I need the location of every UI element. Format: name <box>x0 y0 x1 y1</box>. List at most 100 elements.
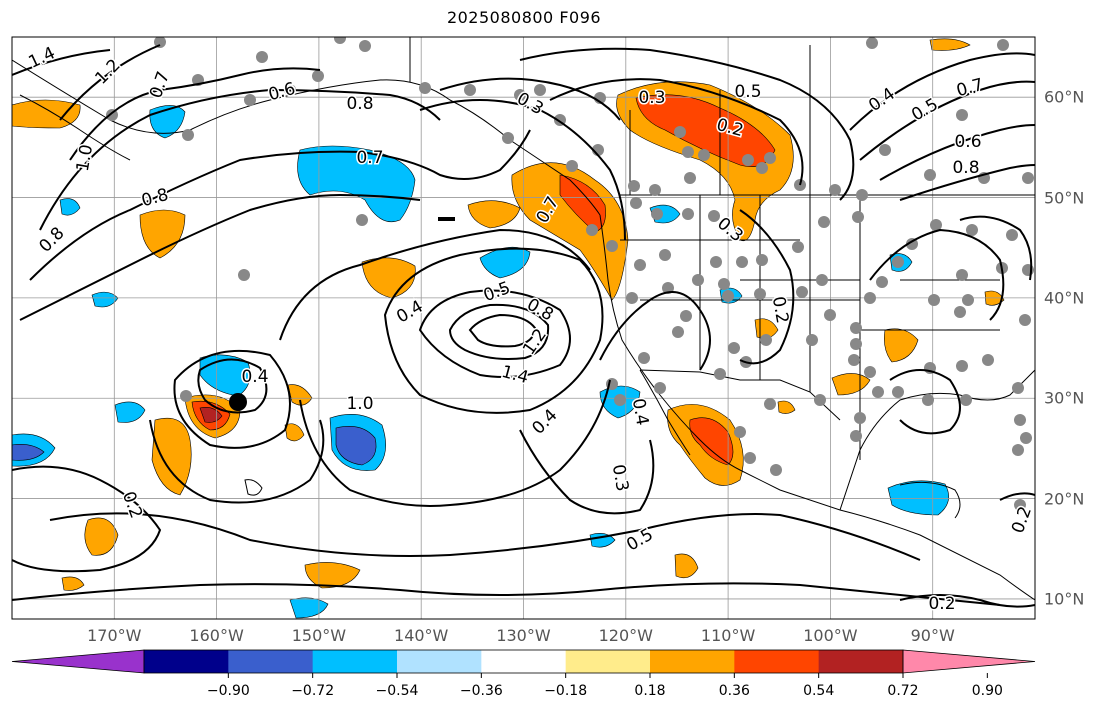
station-dot <box>722 290 734 302</box>
colorbar-tick-label: 0.54 <box>803 683 835 699</box>
station-dot <box>630 197 642 209</box>
station-dot <box>814 394 826 406</box>
contour-line <box>899 164 1035 201</box>
station-dot <box>764 152 776 164</box>
colorbar-tick-label: −0.72 <box>291 683 335 699</box>
station-dot <box>502 132 514 144</box>
station-dot <box>628 180 640 192</box>
station-dots <box>106 37 1034 511</box>
colorbar-segment <box>650 650 735 673</box>
station-dot <box>816 274 828 286</box>
station-dot <box>954 306 966 318</box>
station-dot <box>710 256 722 268</box>
station-dot <box>864 292 876 304</box>
station-dot <box>922 394 934 406</box>
shade-royal <box>12 444 45 461</box>
contour-line <box>279 228 591 341</box>
colorbar-tick-label: 0.90 <box>971 683 1003 699</box>
coast-westcoast <box>599 214 1035 601</box>
contour-line <box>12 582 1001 606</box>
shade-blue <box>114 401 146 423</box>
coast-baja <box>639 369 691 456</box>
contour-line <box>468 313 537 348</box>
contour-line <box>859 80 1035 161</box>
station-dot <box>792 241 804 253</box>
station-dot <box>756 254 768 266</box>
shade-blue <box>479 246 531 279</box>
station-dot <box>962 294 974 306</box>
contour-line <box>29 129 531 281</box>
colorbar-tick-label: −0.90 <box>206 683 250 699</box>
station-dot <box>956 360 968 372</box>
shade-orange <box>284 423 305 442</box>
colorbar-segment <box>312 650 398 673</box>
contour-line <box>383 247 604 414</box>
contour-line <box>49 512 921 561</box>
station-dot <box>654 382 666 394</box>
contour-line <box>173 349 291 449</box>
station-dot <box>680 310 692 322</box>
station-dot <box>464 84 476 96</box>
station-dot <box>586 224 598 236</box>
contour-label: 0.7 <box>356 148 383 168</box>
latitude-label: 10°N <box>1044 589 1085 609</box>
station-dot <box>928 294 940 306</box>
contour-line <box>519 429 655 515</box>
shade-orange <box>61 576 85 591</box>
map-area <box>12 37 1035 619</box>
station-dot <box>659 249 671 261</box>
contour-line <box>197 358 268 414</box>
colorbar-segment <box>228 650 314 673</box>
map-title: 2025080800 F096 <box>446 8 602 27</box>
station-dot <box>982 354 994 366</box>
contour-line <box>448 303 550 360</box>
contour-line <box>519 47 855 201</box>
station-dot <box>238 269 250 281</box>
contour-line <box>889 369 961 435</box>
station-dot <box>997 39 1009 51</box>
station-dot <box>534 84 546 96</box>
contour-line <box>418 289 571 379</box>
station-dot <box>419 82 431 94</box>
colorbar-segment <box>565 650 651 673</box>
colorbar-tick-label: −0.54 <box>375 683 419 699</box>
shade-blue <box>297 145 416 223</box>
station-dot <box>856 189 868 201</box>
longitude-label: 140°W <box>394 626 449 645</box>
shade-red <box>559 174 606 233</box>
contour-line <box>869 228 1005 321</box>
station-dot <box>866 37 878 49</box>
contour-label: 0.4 <box>241 367 268 387</box>
longitude-label: 120°W <box>598 626 653 645</box>
contour-line <box>739 209 795 365</box>
contour-label: 0.6 <box>954 132 981 152</box>
station-dot <box>708 210 720 222</box>
shade-orange <box>929 38 971 51</box>
coast-gulf <box>839 369 1035 511</box>
station-dot <box>662 282 674 294</box>
station-dot <box>606 240 618 252</box>
colorbar-tick-label: 0.72 <box>887 683 919 699</box>
map-frame <box>11 36 1036 620</box>
station-dot <box>728 342 740 354</box>
station-dot <box>850 430 862 442</box>
contour-line <box>19 193 421 321</box>
contour-line <box>439 77 621 121</box>
station-dot <box>180 390 192 402</box>
station-dot <box>714 368 726 380</box>
colorbar-segment <box>734 650 820 673</box>
station-dot <box>256 51 268 63</box>
station-dot <box>182 129 194 141</box>
colorbar-tick-label: 0.18 <box>634 683 666 699</box>
station-dot <box>651 208 663 220</box>
colorbar-segment <box>818 650 904 673</box>
contour-label: 0.8 <box>346 94 373 114</box>
contour-line <box>59 44 161 121</box>
contour-line <box>879 124 1035 181</box>
border-canada-prov <box>629 45 811 195</box>
station-dot <box>850 322 862 334</box>
station-dot <box>742 154 754 166</box>
contour-line <box>69 67 321 161</box>
station-dot <box>956 269 968 281</box>
station-dot <box>1006 229 1018 241</box>
